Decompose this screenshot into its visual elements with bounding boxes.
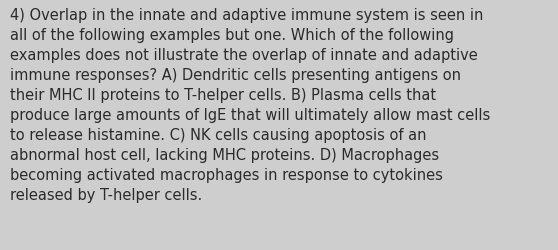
- Text: 4) Overlap in the innate and adaptive immune system is seen in
all of the follow: 4) Overlap in the innate and adaptive im…: [10, 8, 490, 202]
